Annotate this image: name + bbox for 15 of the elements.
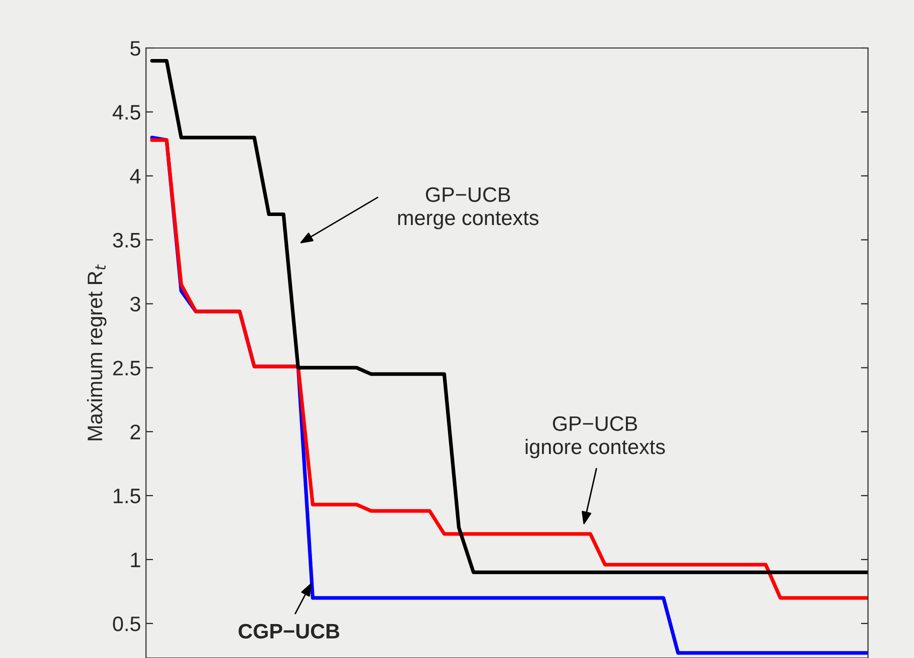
y-tick-label: 2.5 [113, 360, 140, 376]
y-tick-label: 2 [130, 424, 140, 440]
y-tick-label: 5 [130, 41, 140, 56]
y-tick-label: 4.5 [112, 105, 140, 120]
y-tick-label: 3 [130, 296, 140, 312]
annotation: GP−UCB ignore contexts [526, 416, 665, 458]
y-tick-label: 1.5 [114, 488, 140, 504]
y-tick-label: 0.5 [112, 616, 140, 632]
line-series [150, 58, 868, 574]
annotation: CGP−UCB [238, 624, 340, 639]
y-tick-label: 4 [130, 169, 141, 184]
y-axis-title: Maximum regret R$_{t}$ [87, 264, 106, 440]
y-tick-label: 3.5 [112, 232, 140, 248]
y-tick-label: 1 [131, 552, 140, 568]
annotation: GP−UCB merge contexts [398, 187, 538, 230]
